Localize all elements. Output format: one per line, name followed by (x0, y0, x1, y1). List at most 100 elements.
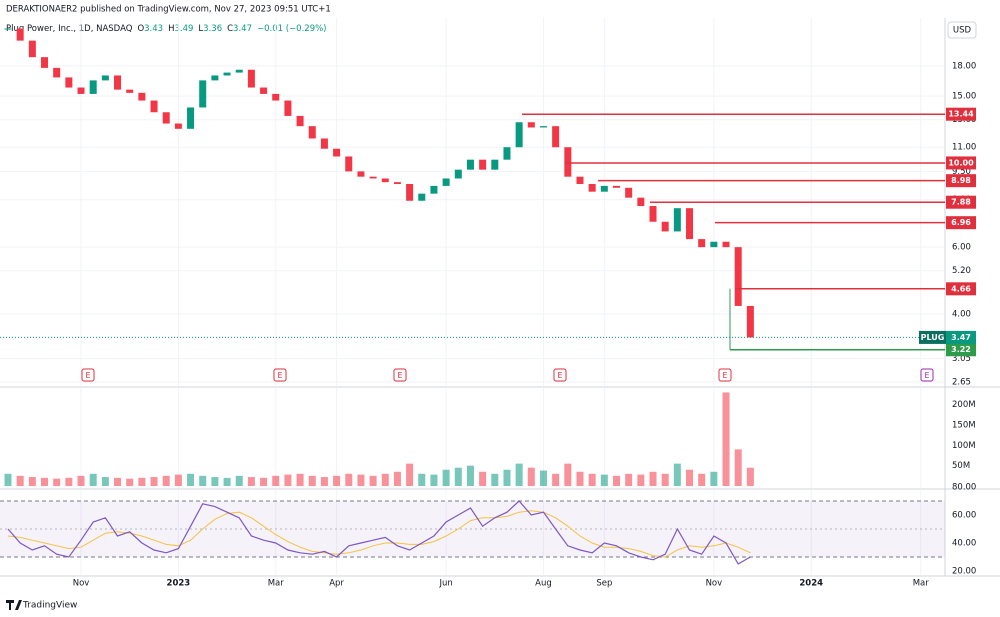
candle (223, 72, 231, 76)
candle (673, 208, 681, 232)
x-tick-label: Nov (73, 579, 90, 589)
candle (564, 147, 572, 177)
volume-bar (406, 463, 414, 486)
y-tick-label: 5.20 (952, 266, 971, 276)
volume-bar (235, 475, 243, 486)
y-tick-label: 80.00 (952, 483, 976, 493)
volume-bar (357, 474, 365, 486)
candle (77, 87, 85, 94)
y-tick-label: 3.05 (952, 354, 971, 364)
candle (28, 40, 36, 58)
x-tick-label: Mar (913, 579, 930, 589)
volume-bar (698, 473, 706, 486)
volume-bar (138, 477, 146, 486)
volume-bar (527, 467, 535, 486)
candle (442, 178, 450, 186)
volume-bar (4, 473, 12, 486)
publisher: DERAKTIONAER2 published on TradingView.c… (6, 5, 331, 15)
volume-bar (89, 473, 97, 486)
y-tick-label: 4.00 (952, 309, 971, 319)
candle (722, 241, 730, 248)
currency-button[interactable] (947, 21, 977, 39)
volume-bar (613, 475, 620, 486)
y-tick-label: 100M (952, 441, 976, 451)
level-label: 3.22 (951, 345, 971, 354)
x-tick-label: Aug (535, 579, 552, 589)
y-tick-label: 20.00 (952, 566, 976, 576)
candle (491, 159, 499, 170)
volume-bar (466, 465, 474, 486)
volume-bar (28, 477, 36, 486)
volume-bar (649, 471, 657, 486)
volume-bar (430, 474, 438, 486)
candle (150, 100, 158, 113)
event-label: E (85, 371, 90, 380)
candle (187, 107, 195, 129)
x-tick-label: 2024 (799, 579, 823, 589)
volume-bar (454, 467, 462, 486)
volume-bar (661, 473, 669, 486)
candle (454, 169, 462, 179)
y-tick-label: 15.00 (952, 92, 976, 102)
volume-bar (710, 471, 718, 486)
candle (53, 67, 61, 78)
volume-bar (564, 463, 572, 486)
ohlc-value: 3.36 (203, 24, 222, 34)
volume-bar (41, 477, 49, 486)
volume-bar (588, 473, 596, 486)
symbol-label: PLUG (921, 333, 945, 342)
y-tick-label: 18.00 (952, 62, 976, 72)
y-tick-label: 200M (952, 400, 976, 410)
candle (320, 138, 328, 149)
volume-bar (637, 474, 645, 486)
last-price-label: 3.47 (951, 333, 971, 342)
volume-bar (247, 477, 255, 486)
volume-bar (223, 477, 231, 486)
level-label: 8.98 (951, 176, 971, 185)
candle (710, 241, 718, 248)
volume-bar (600, 474, 608, 486)
candle (272, 93, 280, 101)
level-label-box (946, 156, 976, 170)
volume-bar (199, 475, 207, 486)
volume-bar (260, 477, 268, 486)
x-tick-label: 2023 (167, 579, 191, 589)
currency[interactable]: USD (953, 26, 972, 36)
change: −0.01 (−0.29%) (257, 24, 327, 34)
candle (625, 187, 633, 198)
volume-bar (296, 473, 304, 486)
candle (637, 197, 645, 207)
y-tick-label: 6.00 (952, 243, 971, 253)
level-label-box (946, 195, 976, 209)
volume-bar (308, 475, 316, 486)
candle (211, 75, 219, 81)
brand: TradingView (22, 601, 77, 611)
volume-bar (16, 475, 24, 486)
volume-bar (369, 475, 377, 486)
candle (247, 69, 255, 88)
candle (393, 182, 401, 185)
y-tick-label: 50M (952, 461, 970, 471)
volume-bar (722, 392, 730, 486)
y-tick-label: 60.00 (952, 510, 976, 520)
candle (539, 126, 547, 128)
candle (101, 75, 109, 81)
volume-bar (65, 477, 73, 486)
y-tick-label: 2.65 (952, 377, 971, 387)
level-label: 13.44 (948, 110, 974, 119)
volume-bar (381, 473, 389, 486)
level-label: 10.00 (948, 158, 974, 167)
candle (552, 126, 560, 148)
volume-bar (162, 475, 170, 486)
level-label-box (946, 343, 976, 357)
event-flag (553, 368, 567, 382)
candle (588, 184, 596, 192)
volume-bar (333, 475, 341, 486)
candle (174, 123, 182, 129)
ohlc-value: 3.47 (233, 24, 252, 34)
volume-bar (174, 474, 182, 486)
candle (162, 112, 170, 124)
candle (613, 185, 620, 188)
candle (308, 126, 316, 139)
